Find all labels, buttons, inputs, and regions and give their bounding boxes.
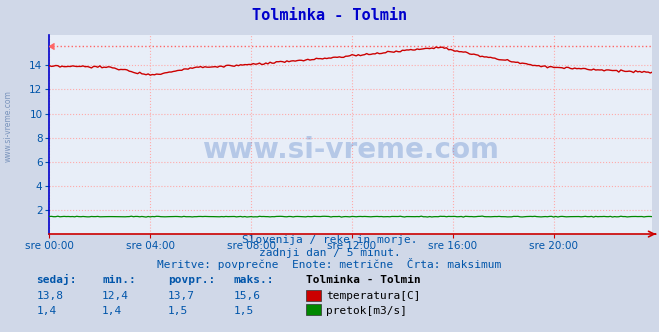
Text: www.si-vreme.com: www.si-vreme.com (3, 90, 13, 162)
Text: zadnji dan / 5 minut.: zadnji dan / 5 minut. (258, 248, 401, 258)
Text: www.si-vreme.com: www.si-vreme.com (202, 136, 500, 164)
Text: 1,4: 1,4 (36, 306, 57, 316)
Text: 1,4: 1,4 (102, 306, 123, 316)
Text: temperatura[C]: temperatura[C] (326, 291, 420, 301)
Text: sedaj:: sedaj: (36, 274, 76, 285)
Text: Slovenija / reke in morje.: Slovenija / reke in morje. (242, 235, 417, 245)
Text: min.:: min.: (102, 275, 136, 285)
Text: 12,4: 12,4 (102, 291, 129, 301)
Text: 1,5: 1,5 (168, 306, 188, 316)
Text: 15,6: 15,6 (234, 291, 261, 301)
Text: pretok[m3/s]: pretok[m3/s] (326, 306, 407, 316)
Text: 13,8: 13,8 (36, 291, 63, 301)
Text: 13,7: 13,7 (168, 291, 195, 301)
Text: Tolminka - Tolmin: Tolminka - Tolmin (306, 275, 421, 285)
Text: maks.:: maks.: (234, 275, 274, 285)
Text: povpr.:: povpr.: (168, 275, 215, 285)
Text: 1,5: 1,5 (234, 306, 254, 316)
Text: Tolminka - Tolmin: Tolminka - Tolmin (252, 8, 407, 23)
Text: Meritve: povprečne  Enote: metrične  Črta: maksimum: Meritve: povprečne Enote: metrične Črta:… (158, 258, 501, 270)
